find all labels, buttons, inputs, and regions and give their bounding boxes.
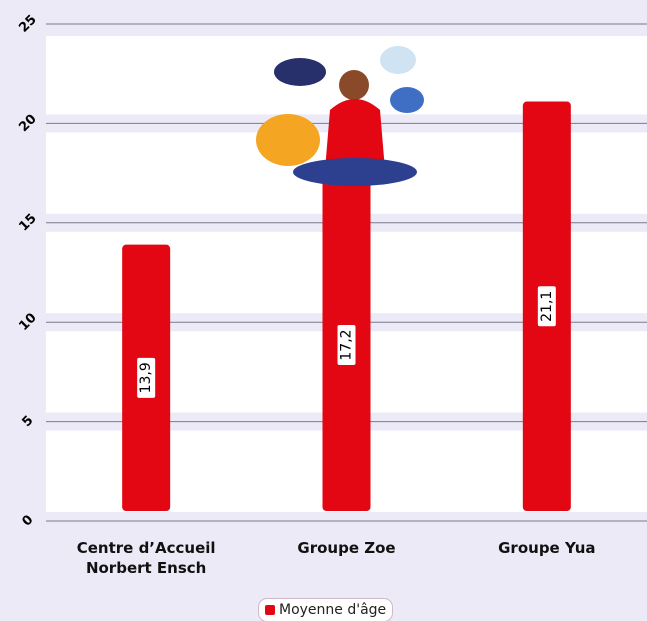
y-tick-label: 5 bbox=[19, 413, 36, 430]
x-tick-label: Centre d’Accueil Norbert Ensch bbox=[76, 539, 216, 577]
value-label-bg bbox=[137, 357, 156, 398]
y-tick-label: 20 bbox=[16, 112, 39, 135]
value-label-bg bbox=[537, 286, 556, 327]
value-label: 13,9 bbox=[138, 362, 154, 393]
value-label: 17,2 bbox=[339, 329, 355, 360]
y-tick-label: 25 bbox=[16, 12, 39, 35]
legend: Moyenne d'âge bbox=[258, 598, 394, 621]
y-tick-label: 10 bbox=[16, 310, 39, 333]
x-tick-label: Groupe Yua bbox=[498, 539, 596, 557]
x-tick-label: Groupe Zoe bbox=[297, 539, 396, 557]
legend-swatch bbox=[265, 605, 275, 615]
legend-label: Moyenne d'âge bbox=[279, 602, 387, 618]
illustration bbox=[256, 46, 424, 186]
y-tick-label: 0 bbox=[19, 512, 36, 529]
value-label: 21,1 bbox=[539, 291, 555, 322]
value-label-bg bbox=[337, 325, 356, 366]
y-tick-label: 15 bbox=[16, 211, 39, 234]
